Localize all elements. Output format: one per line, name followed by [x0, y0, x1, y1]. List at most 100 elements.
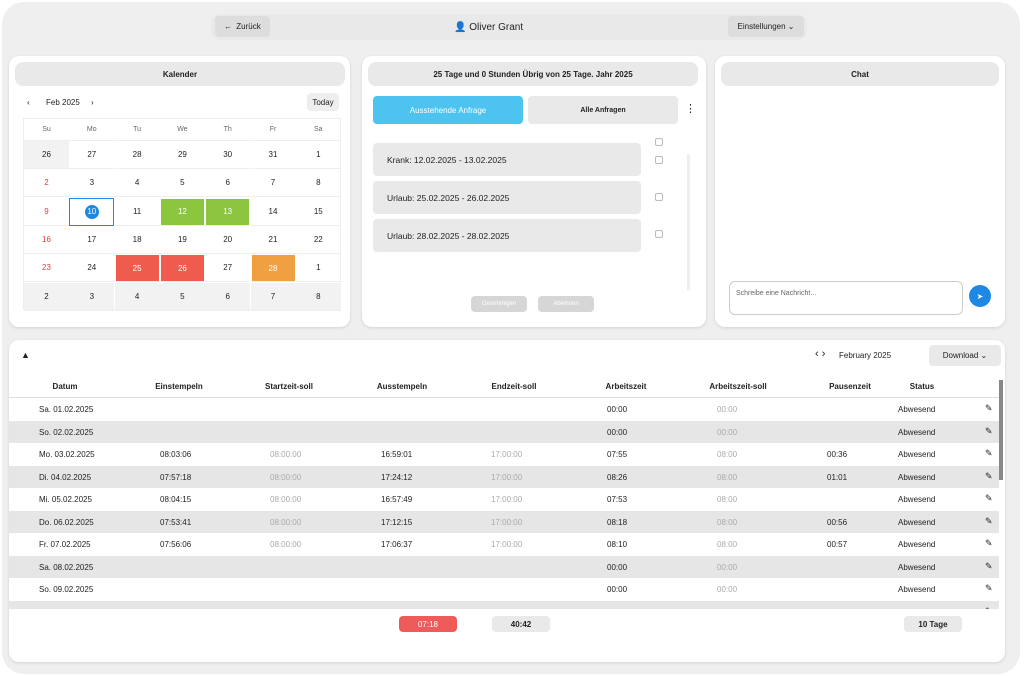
calendar-day[interactable]: 6 — [205, 169, 251, 198]
calendar-day[interactable]: 5 — [159, 169, 205, 198]
edit-icon[interactable]: ✎ — [985, 606, 993, 610]
calendar-month: Feb 2025 — [46, 98, 80, 107]
reject-button[interactable]: Ablehnen — [538, 296, 594, 312]
prev-month[interactable]: ‹ — [27, 98, 30, 107]
table-cell: 00:00 — [607, 562, 628, 572]
calendar-day[interactable]: 25 — [115, 255, 159, 283]
request-item[interactable]: Urlaub: 25.02.2025 - 26.02.2025 — [373, 181, 641, 214]
calendar-day[interactable]: 29 — [159, 141, 205, 169]
calendar-day[interactable]: 30 — [205, 141, 251, 169]
calendar-day[interactable]: 14 — [250, 198, 296, 226]
calendar-day[interactable]: 8 — [295, 282, 341, 311]
chat-title: Chat — [721, 62, 999, 86]
calendar-day[interactable]: 11 — [114, 198, 160, 226]
calendar-day[interactable]: 1 — [295, 141, 341, 169]
chat-input[interactable]: Schreibe eine Nachricht... — [729, 281, 963, 315]
calendar-day[interactable]: 10 — [69, 197, 115, 226]
calendar-grid: Su Mo Tu We Th Fr Sa 26 27 28 29 30 31 1 2 3 4 5 6 7 8 9 10 11 1… — [23, 118, 341, 311]
edit-icon[interactable]: ✎ — [985, 470, 993, 481]
table-cell: 17:00:00 — [491, 540, 523, 549]
calendar-day[interactable]: 31 — [250, 141, 296, 169]
edit-icon[interactable]: ✎ — [985, 493, 993, 503]
calendar-day[interactable]: 2 — [24, 169, 69, 198]
calendar-day[interactable]: 4 — [114, 169, 160, 198]
calendar-day[interactable]: 2 — [24, 282, 69, 311]
calendar-day[interactable]: 22 — [295, 226, 341, 254]
edit-icon[interactable]: ✎ — [985, 425, 993, 436]
collapse-toggle[interactable]: ▲ — [21, 350, 30, 360]
weekday: We — [159, 119, 205, 141]
next-month[interactable]: › — [91, 98, 94, 107]
edit-icon[interactable]: ✎ — [985, 583, 993, 593]
calendar-day[interactable]: 18 — [114, 226, 160, 254]
table-cell: 17:06:37 — [381, 540, 413, 549]
table-cell: Abwesend — [898, 585, 936, 594]
calendar-day[interactable]: 5 — [159, 282, 205, 311]
month-nav[interactable]: ‹ › — [815, 348, 826, 360]
calendar-day[interactable]: 21 — [250, 226, 296, 254]
calendar-day[interactable]: 9 — [24, 197, 69, 226]
calendar-day[interactable]: 26 — [160, 255, 204, 283]
edit-icon[interactable]: ✎ — [985, 403, 993, 413]
calendar-day[interactable]: 19 — [159, 226, 205, 254]
request-checkbox[interactable] — [655, 230, 663, 238]
calendar-day[interactable]: 6 — [205, 282, 251, 311]
calendar-day[interactable]: 7 — [250, 169, 296, 198]
table-cell: 08:00:00 — [270, 540, 302, 549]
today-button[interactable]: Today — [307, 93, 339, 111]
calendar-day[interactable]: 17 — [69, 226, 115, 254]
calendar-day[interactable]: 26 — [24, 141, 69, 169]
request-checkbox[interactable] — [655, 156, 663, 164]
calendar-day[interactable]: 28 — [251, 255, 295, 283]
table-cell: 08:04:15 — [160, 495, 192, 504]
tab-pending[interactable]: Ausstehende Anfrage — [373, 96, 523, 124]
send-button[interactable]: ➤ — [969, 285, 991, 307]
edit-icon[interactable]: ✎ — [985, 448, 993, 458]
table-cell: 08:00:00 — [270, 472, 302, 482]
table-cell: 01:01 — [827, 472, 848, 482]
download-dropdown[interactable]: Download ⌄ — [929, 345, 1001, 366]
settings-dropdown[interactable]: Einstellungen ⌄ — [728, 16, 804, 37]
table-cell: Abwesend — [898, 608, 935, 610]
table-row — [9, 398, 999, 421]
calendar-day[interactable]: 23 — [24, 254, 69, 283]
weekday: Th — [205, 119, 251, 141]
table-cell: 00:56 — [827, 517, 848, 527]
back-button[interactable]: ← Zurück — [215, 16, 270, 37]
total-work: 40:42 — [492, 616, 550, 632]
more-menu[interactable]: ⋮ — [685, 103, 696, 115]
checkbox-all[interactable] — [655, 138, 663, 146]
calendar-day[interactable]: 13 — [206, 198, 250, 226]
calendar-day[interactable]: 24 — [69, 254, 115, 283]
approve-button[interactable]: Genehmigen — [471, 296, 527, 312]
edit-icon[interactable]: ✎ — [985, 538, 993, 548]
table-cell: 07:55 — [607, 450, 628, 459]
calendar-day[interactable]: 20 — [205, 226, 251, 254]
calendar-day[interactable]: 12 — [160, 198, 204, 226]
table-cell: So. 02.02.2025 — [39, 427, 94, 437]
table-cell: 00:00 — [717, 585, 738, 594]
request-item[interactable]: Urlaub: 28.02.2025 - 28.02.2025 — [373, 219, 641, 252]
table-cell: 00:00 — [717, 405, 738, 414]
calendar-day[interactable]: 4 — [114, 282, 160, 311]
calendar-day[interactable]: 16 — [24, 225, 69, 254]
tab-all[interactable]: Alle Anfragen — [528, 96, 678, 124]
calendar-day[interactable]: 3 — [69, 169, 115, 198]
calendar-day[interactable]: 7 — [250, 282, 296, 311]
edit-icon[interactable]: ✎ — [985, 515, 993, 526]
selected-day[interactable]: 10 — [84, 204, 99, 219]
calendar-day[interactable]: 8 — [295, 169, 341, 198]
request-item[interactable]: Krank: 12.02.2025 - 13.02.2025 — [373, 143, 641, 176]
request-checkbox[interactable] — [655, 193, 663, 201]
calendar-day[interactable]: 3 — [69, 282, 115, 311]
calendar-day[interactable]: 15 — [295, 198, 341, 226]
calendar-day[interactable]: 27 — [69, 141, 115, 169]
calendar-day[interactable]: 28 — [114, 141, 160, 169]
table-cell: 08:00 — [717, 608, 737, 610]
calendar-day[interactable]: 1 — [295, 254, 341, 283]
edit-icon[interactable]: ✎ — [985, 560, 993, 571]
calendar-day[interactable]: 27 — [205, 254, 251, 283]
table-cell: 08:00 — [717, 472, 738, 482]
table-cell: 07:53:41 — [160, 517, 192, 527]
